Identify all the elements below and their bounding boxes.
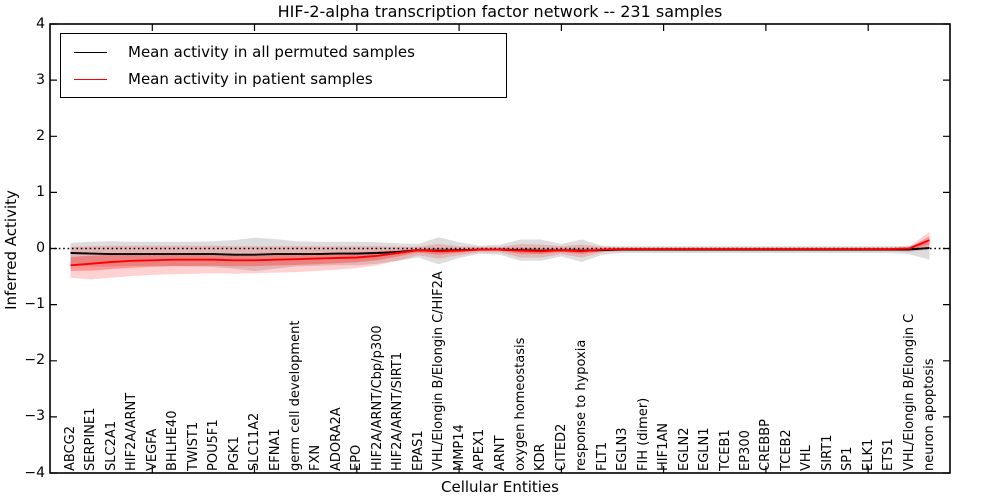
- x-tick-label: ARNT: [492, 435, 508, 471]
- y-tick-label: −3: [24, 408, 45, 425]
- x-tick-label: FIH (dimer): [635, 397, 651, 471]
- x-tick-label: EGLN2: [676, 427, 692, 471]
- y-tick-label: −4: [24, 464, 45, 481]
- y-tick-label: 4: [36, 15, 45, 32]
- mean-line-patient: [70, 239, 930, 267]
- legend-label-permuted: Mean activity in all permuted samples: [128, 43, 415, 61]
- x-tick-label: PGK1: [226, 436, 242, 471]
- x-tick-label: EGLN1: [697, 427, 713, 471]
- x-tick-label: CITED2: [553, 423, 569, 471]
- legend-line-patient-icon: [74, 78, 107, 80]
- x-tick-label: ABCG2: [62, 425, 78, 471]
- y-tick-label: 0: [36, 240, 45, 256]
- x-tick-label: SLC2A1: [103, 420, 119, 471]
- y-tick-label: 2: [36, 127, 45, 144]
- x-tick-label: ETS1: [881, 438, 897, 471]
- x-tick-label: germ cell development: [287, 320, 303, 471]
- x-tick-label: SLC11A2: [247, 412, 263, 471]
- axis-ticks: [50, 23, 950, 474]
- x-tick-label: TCEB1: [717, 429, 733, 471]
- y-tick-label: −2: [24, 352, 45, 369]
- y-tick-label: 3: [36, 71, 45, 88]
- legend-item-permuted: Mean activity in all permuted samples: [74, 43, 506, 61]
- x-axis-label: Cellular Entities: [441, 478, 559, 496]
- legend: Mean activity in all permuted samples Me…: [60, 33, 507, 98]
- x-tick-label: HIF2A/ARNT/SIRT1: [390, 352, 406, 471]
- x-tick-label: KDR: [533, 443, 549, 471]
- x-tick-label: ADORA2A: [328, 407, 344, 471]
- x-tick-label: EPO: [349, 444, 365, 471]
- x-tick-label: POU5F1: [206, 419, 222, 471]
- x-tick-label: EGLN3: [615, 427, 631, 471]
- x-tick-label: VHL/Elongin B/Elongin C: [901, 313, 917, 471]
- legend-item-patient: Mean activity in patient samples: [74, 70, 506, 88]
- x-tick-label: oxygen homeostasis: [512, 337, 528, 471]
- x-tick-label: BHLHE40: [165, 410, 181, 471]
- x-tick-label: APEX1: [472, 428, 488, 471]
- x-tick-label: TCEB2: [778, 429, 794, 471]
- chart-title: HIF-2-alpha transcription factor network…: [277, 2, 723, 21]
- x-tick-label: SIRT1: [819, 434, 835, 471]
- x-tick-label: VHL: [799, 445, 815, 471]
- x-tick-label: VHL/Elongin B/Elongin C/HIF2A: [431, 271, 447, 471]
- legend-line-permuted-icon: [74, 51, 107, 53]
- x-tick-label: TWIST1: [185, 421, 201, 471]
- x-tick-label: HIF2A/ARNT/Cbp/p300: [369, 325, 385, 471]
- x-tick-label: EPAS1: [410, 430, 426, 471]
- x-tick-label: FXN: [308, 444, 324, 471]
- x-tick-label: HIF2A/ARNT: [124, 392, 140, 471]
- x-tick-label: MMP14: [451, 424, 467, 471]
- x-tick-label: VEGFA: [144, 428, 160, 471]
- x-tick-label: neuron apoptosis: [922, 358, 938, 472]
- x-tick-label: EP300: [737, 430, 753, 471]
- x-tick-label: response to hypoxia: [574, 339, 590, 471]
- y-tick-label: 1: [36, 183, 45, 200]
- x-tick-label: FLT1: [594, 441, 610, 471]
- x-tick-label: ELK1: [860, 438, 876, 471]
- confidence-band-patient: [70, 231, 930, 280]
- x-tick-label: SP1: [840, 446, 856, 471]
- x-tick-label: HIF1AN: [656, 423, 672, 471]
- confidence-band-permuted: [70, 237, 930, 271]
- x-tick-label: SERPINE1: [83, 407, 99, 471]
- x-tick-label: CREBBP: [758, 419, 774, 471]
- x-tick-label: EFNA1: [267, 428, 283, 471]
- legend-label-patient: Mean activity in patient samples: [128, 70, 373, 88]
- inner-band-patient: [70, 236, 930, 271]
- y-tick-label: −1: [24, 296, 45, 313]
